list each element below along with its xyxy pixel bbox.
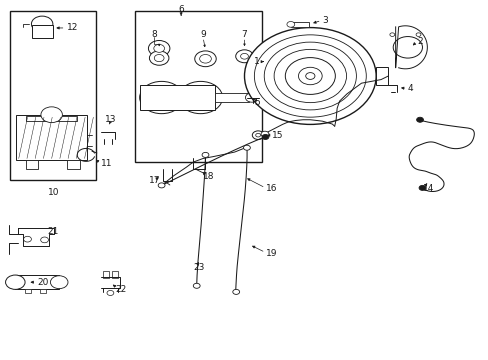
Text: 17: 17 bbox=[149, 176, 161, 185]
Circle shape bbox=[194, 51, 216, 67]
Bar bbox=[103, 271, 109, 278]
Circle shape bbox=[298, 67, 322, 85]
Bar bbox=[40, 289, 45, 293]
Circle shape bbox=[232, 289, 239, 294]
Text: 18: 18 bbox=[203, 172, 214, 181]
Bar bbox=[135, 12, 261, 162]
Circle shape bbox=[50, 276, 68, 289]
Circle shape bbox=[243, 145, 250, 150]
Circle shape bbox=[158, 183, 164, 188]
Circle shape bbox=[107, 291, 114, 296]
Circle shape bbox=[41, 107, 62, 123]
Circle shape bbox=[5, 275, 25, 289]
Circle shape bbox=[252, 131, 264, 139]
Circle shape bbox=[262, 134, 268, 139]
Text: 22: 22 bbox=[115, 285, 126, 294]
Circle shape bbox=[23, 236, 31, 242]
Circle shape bbox=[199, 54, 211, 63]
Bar bbox=[10, 12, 96, 180]
Bar bbox=[67, 160, 80, 169]
Circle shape bbox=[274, 49, 346, 103]
Text: 16: 16 bbox=[266, 184, 277, 193]
Text: 7: 7 bbox=[241, 30, 247, 39]
Circle shape bbox=[240, 53, 248, 59]
Bar bbox=[26, 116, 77, 121]
Text: 3: 3 bbox=[322, 16, 327, 25]
Circle shape bbox=[148, 41, 169, 56]
Circle shape bbox=[245, 93, 258, 102]
Circle shape bbox=[305, 73, 314, 80]
Text: 21: 21 bbox=[47, 228, 58, 237]
Text: 8: 8 bbox=[151, 30, 157, 39]
Bar bbox=[375, 67, 387, 85]
Bar bbox=[32, 25, 53, 39]
Text: 11: 11 bbox=[101, 159, 112, 168]
Circle shape bbox=[254, 35, 366, 117]
Text: 1: 1 bbox=[253, 57, 259, 66]
Circle shape bbox=[202, 152, 208, 157]
Circle shape bbox=[154, 44, 164, 52]
Circle shape bbox=[389, 33, 394, 36]
Circle shape bbox=[416, 117, 423, 122]
Circle shape bbox=[286, 22, 294, 27]
Text: 13: 13 bbox=[104, 114, 116, 123]
Text: 10: 10 bbox=[47, 188, 59, 197]
Bar bbox=[215, 93, 249, 102]
Bar bbox=[140, 85, 215, 110]
Bar bbox=[112, 271, 118, 278]
Text: 2: 2 bbox=[417, 37, 422, 46]
Bar bbox=[16, 116, 87, 160]
Circle shape bbox=[285, 58, 335, 94]
Text: 19: 19 bbox=[266, 249, 277, 258]
Text: 12: 12 bbox=[66, 23, 78, 32]
Text: 4: 4 bbox=[407, 84, 413, 93]
Text: 5: 5 bbox=[253, 98, 259, 107]
Text: 9: 9 bbox=[200, 30, 205, 39]
Text: 14: 14 bbox=[422, 184, 433, 193]
Circle shape bbox=[415, 33, 420, 36]
Circle shape bbox=[31, 16, 53, 32]
Circle shape bbox=[41, 237, 48, 243]
Bar bbox=[26, 160, 38, 169]
Text: 15: 15 bbox=[272, 131, 283, 140]
Circle shape bbox=[255, 134, 260, 137]
Text: 20: 20 bbox=[37, 278, 48, 287]
Circle shape bbox=[235, 50, 253, 63]
Circle shape bbox=[193, 283, 200, 288]
Circle shape bbox=[140, 81, 183, 114]
Bar bbox=[290, 22, 309, 27]
Circle shape bbox=[264, 42, 356, 110]
Circle shape bbox=[392, 37, 422, 58]
Text: 23: 23 bbox=[193, 264, 204, 273]
Circle shape bbox=[188, 89, 212, 107]
Circle shape bbox=[154, 54, 163, 62]
Circle shape bbox=[178, 81, 222, 114]
Bar bbox=[25, 289, 31, 293]
Circle shape bbox=[418, 185, 425, 190]
Circle shape bbox=[149, 89, 173, 107]
Circle shape bbox=[244, 28, 375, 125]
Circle shape bbox=[261, 131, 268, 137]
Bar bbox=[15, 275, 59, 289]
Text: 6: 6 bbox=[178, 5, 183, 14]
Circle shape bbox=[149, 51, 168, 65]
